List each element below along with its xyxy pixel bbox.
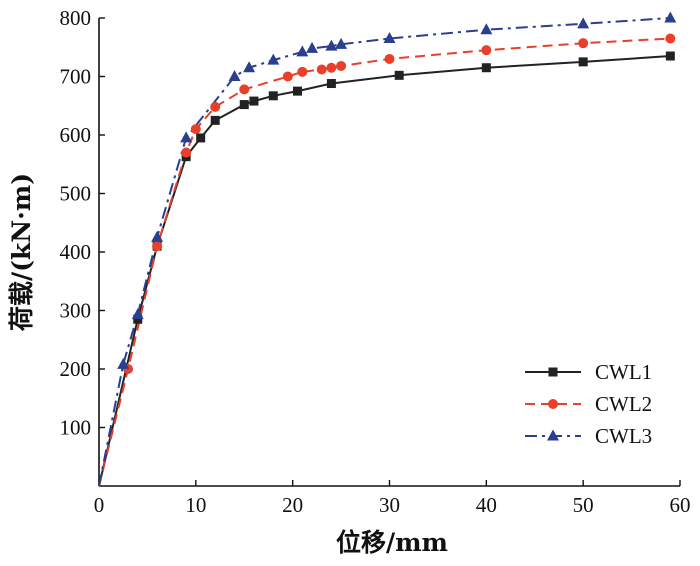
- data-point-cwl3: [117, 357, 130, 369]
- x-tick-label: 40: [476, 493, 497, 517]
- series-markers: [117, 11, 677, 374]
- plot-area: [98, 18, 680, 487]
- x-tick-label: 20: [282, 493, 303, 517]
- data-point-cwl3: [243, 61, 256, 73]
- data-point-cwl3: [296, 45, 309, 57]
- data-point-cwl3: [664, 11, 677, 23]
- legend-marker-cwl2: [548, 399, 558, 409]
- data-point-cwl3: [335, 37, 348, 49]
- legend-label-cwl1: CWL1: [595, 360, 652, 384]
- data-point-cwl1: [249, 96, 259, 106]
- data-point-cwl1: [578, 57, 588, 67]
- data-point-cwl2: [326, 62, 337, 73]
- data-point-cwl2: [384, 53, 395, 64]
- y-tick-label: 700: [60, 65, 92, 89]
- series-line-cwl1: [98, 55, 671, 487]
- x-tick-label: 10: [185, 493, 206, 517]
- y-tick-label: 500: [60, 182, 92, 206]
- data-point-cwl1: [326, 79, 336, 89]
- series-line-cwl2: [98, 37, 671, 487]
- x-tick-label: 50: [573, 493, 594, 517]
- data-point-cwl3: [131, 308, 144, 320]
- y-ticks: 100 200 300 400 500 600 700 800: [60, 6, 105, 440]
- data-point-cwl1: [196, 133, 206, 143]
- y-tick-label: 600: [60, 123, 92, 147]
- data-point-cwl1: [268, 91, 278, 101]
- data-point-cwl3: [480, 23, 493, 35]
- data-point-cwl1: [394, 70, 404, 80]
- data-point-cwl1: [239, 100, 249, 110]
- data-point-cwl2: [239, 84, 250, 95]
- data-point-cwl1: [133, 314, 143, 324]
- data-point-cwl2: [282, 71, 293, 82]
- data-point-cwl2: [316, 64, 327, 75]
- data-point-cwl2: [210, 101, 221, 112]
- y-tick-label: 200: [60, 357, 92, 381]
- data-point-cwl2: [481, 45, 492, 56]
- data-point-cwl2: [181, 147, 192, 158]
- data-point-cwl3: [306, 41, 319, 53]
- y-tick-label: 800: [60, 6, 92, 30]
- data-point-cwl1: [665, 51, 675, 61]
- y-tick-label: 300: [60, 299, 92, 323]
- data-point-cwl2: [578, 38, 589, 49]
- data-point-cwl3: [383, 31, 396, 43]
- legend-marker-cwl3: [547, 429, 559, 441]
- x-ticks: 0 10 20 30 40 50 60: [94, 480, 691, 517]
- data-point-cwl2: [297, 66, 308, 77]
- data-point-cwl2: [665, 33, 676, 44]
- y-axis-title: 荷载/(kN·m): [7, 173, 36, 331]
- data-point-cwl2: [190, 124, 201, 135]
- x-axis-title: 位移/mm: [336, 528, 448, 557]
- data-point-cwl1: [293, 86, 303, 96]
- x-tick-label: 0: [94, 493, 105, 517]
- data-point-cwl3: [267, 53, 280, 65]
- legend-label-cwl3: CWL3: [595, 424, 652, 448]
- y-tick-label: 400: [60, 240, 92, 264]
- legend: CWL1 CWL2 CWL3: [525, 360, 652, 448]
- data-point-cwl3: [325, 39, 338, 51]
- y-tick-label: 100: [60, 416, 92, 440]
- data-point-cwl1: [210, 115, 220, 125]
- data-point-cwl3: [228, 70, 241, 81]
- series-lines: [98, 17, 671, 487]
- series-line-cwl3: [98, 17, 671, 487]
- x-tick-label: 30: [379, 493, 400, 517]
- x-tick-label: 60: [670, 493, 691, 517]
- data-point-cwl1: [481, 63, 491, 73]
- data-point-cwl3: [151, 230, 164, 242]
- data-point-cwl2: [336, 60, 347, 71]
- legend-label-cwl2: CWL2: [595, 392, 652, 416]
- legend-marker-cwl1: [548, 367, 558, 377]
- data-point-cwl3: [577, 17, 590, 29]
- data-point-cwl2: [152, 241, 163, 252]
- data-point-cwl3: [180, 131, 193, 143]
